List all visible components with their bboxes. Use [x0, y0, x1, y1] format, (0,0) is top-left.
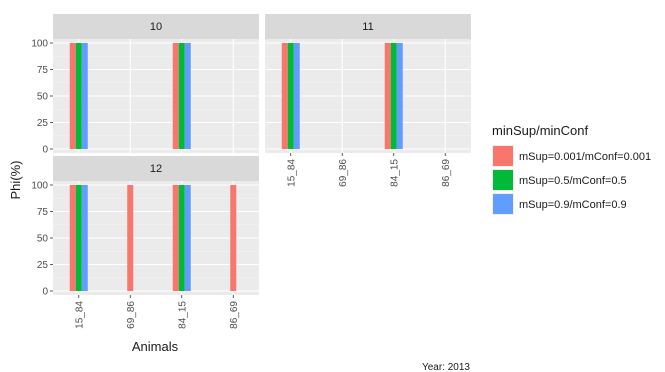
legend: mSup=0.001/mConf=0.001 mSup=0.5/mConf=0.5…: [492, 145, 651, 215]
x-tick-label: 15_84: [286, 159, 297, 187]
x-axis-title: Animals: [132, 339, 179, 354]
legend-label: mSup=0.001/mConf=0.001: [519, 151, 651, 163]
bar: [69, 43, 76, 149]
facet-label: 10: [150, 21, 162, 33]
facet-strip: [53, 156, 259, 181]
y-tick-label: 25: [37, 260, 49, 271]
legend-key-swatch: [493, 194, 513, 214]
bar: [81, 43, 88, 149]
x-tick-label: 69_86: [338, 159, 349, 187]
bar: [281, 43, 288, 149]
y-tick-label: 0: [42, 145, 48, 156]
bar: [172, 185, 179, 291]
facet-label: 11: [362, 21, 373, 33]
bar: [172, 43, 179, 149]
x-tick-label: 86_69: [229, 301, 240, 329]
legend-label: mSup=0.9/mConf=0.9: [519, 199, 627, 211]
facet-strip: [265, 14, 471, 39]
y-tick-label: 100: [31, 39, 48, 50]
y-tick-label: 75: [37, 65, 49, 76]
legend-key-swatch: [493, 146, 513, 166]
bar: [184, 43, 191, 149]
facet-label: 12: [150, 163, 162, 175]
x-tick-label: 15_84: [74, 301, 85, 329]
bar: [184, 185, 191, 291]
y-axis-title: Phi(%): [8, 160, 23, 199]
bar: [127, 185, 134, 291]
bar: [390, 43, 397, 149]
bar: [293, 43, 300, 149]
legend-key-swatch: [493, 170, 513, 190]
bar: [384, 43, 391, 149]
y-tick-label: 25: [37, 118, 49, 129]
bar: [81, 185, 88, 291]
bar: [178, 43, 185, 149]
caption: Year: 2013: [422, 362, 470, 372]
y-tick-label: 100: [31, 181, 48, 192]
y-tick-label: 0: [42, 287, 48, 298]
bar: [287, 43, 294, 149]
x-tick-label: 84_15: [177, 301, 188, 329]
legend-title: minSup/minConf: [492, 123, 588, 138]
x-tick-label: 84_15: [389, 159, 400, 187]
bar: [230, 185, 237, 291]
facet-strip: [53, 14, 259, 39]
y-tick-label: 75: [37, 207, 49, 218]
panel-12: 12 0 25 50 75 100 15_84 69_86 84_15 86_69: [31, 156, 259, 329]
bar: [75, 43, 82, 149]
x-tick-label: 86_69: [441, 159, 452, 187]
panel-11: 11 15_84 69_86 84_15 86_69: [265, 14, 471, 187]
bar: [69, 185, 76, 291]
y-tick-label: 50: [37, 234, 49, 245]
bar: [75, 185, 82, 291]
y-tick-label: 50: [37, 92, 49, 103]
bar: [178, 185, 185, 291]
x-tick-label: 69_86: [126, 301, 137, 329]
bar: [396, 43, 403, 149]
legend-label: mSup=0.5/mConf=0.5: [519, 175, 627, 187]
